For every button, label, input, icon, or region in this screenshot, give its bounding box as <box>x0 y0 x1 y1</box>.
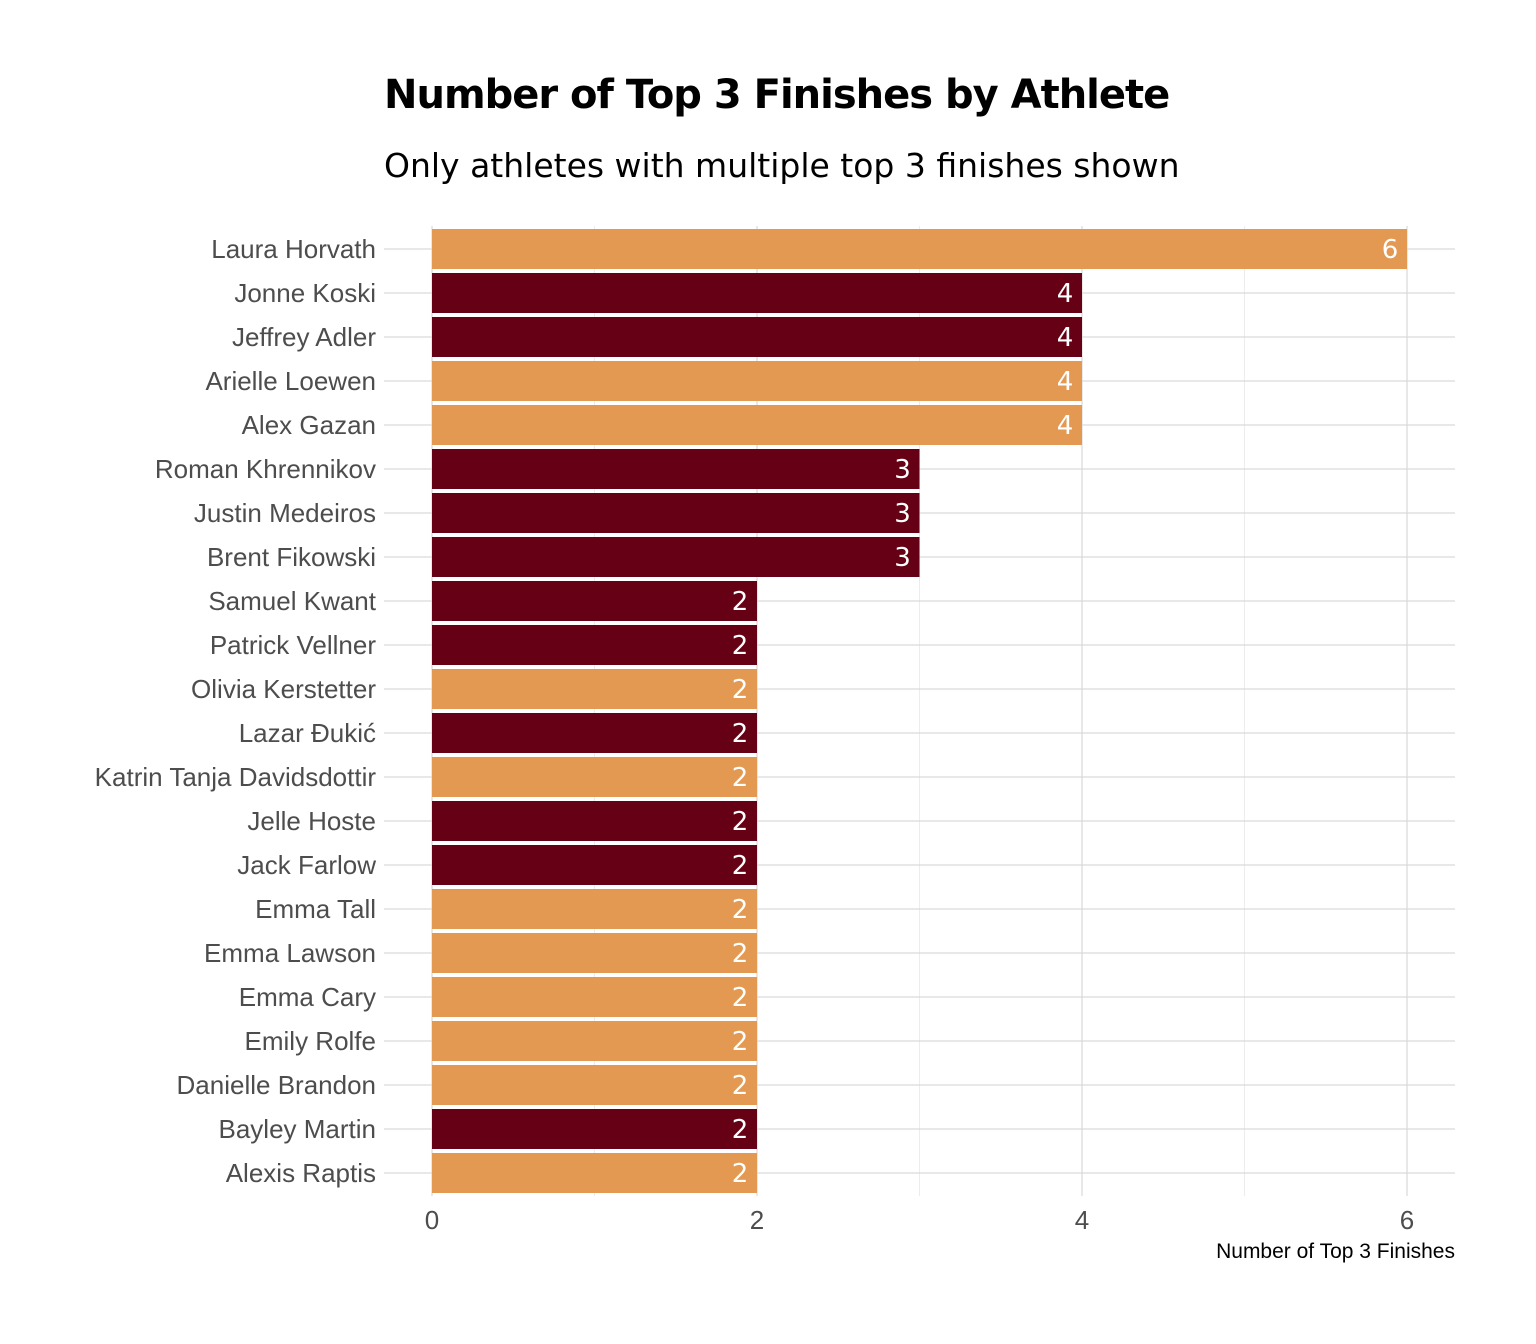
bar <box>432 977 757 1017</box>
bar <box>432 317 1082 357</box>
value-label: 2 <box>732 807 749 837</box>
value-label: 3 <box>894 499 911 529</box>
value-label: 2 <box>732 1027 749 1057</box>
value-label: 2 <box>732 983 749 1013</box>
category-label: Jack Farlow <box>237 850 376 880</box>
bar <box>432 493 920 533</box>
value-label: 2 <box>732 1115 749 1145</box>
bar <box>432 537 920 577</box>
bar <box>432 405 1082 445</box>
value-label: 3 <box>894 455 911 485</box>
x-tick-label: 0 <box>425 1205 439 1235</box>
value-label: 2 <box>732 851 749 881</box>
bar <box>432 669 757 709</box>
bar <box>432 933 757 973</box>
bar <box>432 889 757 929</box>
value-label: 6 <box>1382 235 1399 265</box>
bar <box>432 1153 757 1193</box>
bar <box>432 1109 757 1149</box>
bar <box>432 229 1407 269</box>
label-layer: Laura Horvath 6 Jonne Koski 4 Jeffrey Adler 4… <box>95 234 1415 1235</box>
category-label: Emma Tall <box>255 894 376 924</box>
value-label: 2 <box>732 939 749 969</box>
category-label: Roman Khrennikov <box>155 454 376 484</box>
value-label: 2 <box>732 1071 749 1101</box>
category-label: Emma Lawson <box>204 938 376 968</box>
bar <box>432 361 1082 401</box>
category-label: Emily Rolfe <box>245 1026 376 1056</box>
value-label: 4 <box>1057 279 1074 309</box>
category-label: Patrick Vellner <box>210 630 377 660</box>
category-label: Brent Fikowski <box>207 542 376 572</box>
bar <box>432 1065 757 1105</box>
x-axis-title: Number of Top 3 Finishes <box>1216 1240 1455 1263</box>
x-tick-label: 6 <box>1400 1205 1414 1235</box>
category-label: Justin Medeiros <box>194 498 376 528</box>
chart-title: Number of Top 3 Finishes by Athlete <box>384 72 1170 118</box>
category-label: Alex Gazan <box>242 410 376 440</box>
value-label: 2 <box>732 631 749 661</box>
bar <box>432 273 1082 313</box>
category-label: Jonne Koski <box>234 278 376 308</box>
value-label: 3 <box>894 543 911 573</box>
category-label: Arielle Loewen <box>205 366 376 396</box>
value-label: 4 <box>1057 367 1074 397</box>
bar <box>432 1021 757 1061</box>
chart-subtitle: Only athletes with multiple top 3 finish… <box>384 146 1180 185</box>
value-label: 2 <box>732 763 749 793</box>
category-label: Samuel Kwant <box>208 586 376 616</box>
x-tick-label: 4 <box>1075 1205 1089 1235</box>
bar <box>432 757 757 797</box>
category-label: Jeffrey Adler <box>232 322 376 352</box>
value-label: 2 <box>732 719 749 749</box>
category-label: Emma Cary <box>239 982 376 1012</box>
bar <box>432 581 757 621</box>
bar <box>432 845 757 885</box>
category-label: Danielle Brandon <box>177 1070 376 1100</box>
bar-layer <box>432 229 1407 1193</box>
category-label: Bayley Martin <box>219 1114 377 1144</box>
x-tick-label: 2 <box>750 1205 764 1235</box>
value-label: 2 <box>732 895 749 925</box>
value-label: 4 <box>1057 323 1074 353</box>
category-label: Alexis Raptis <box>226 1158 376 1188</box>
value-label: 4 <box>1057 411 1074 441</box>
category-label: Olivia Kerstetter <box>191 674 376 704</box>
bar <box>432 625 757 665</box>
value-label: 2 <box>732 587 749 617</box>
category-label: Katrin Tanja Davidsdottir <box>95 762 377 792</box>
value-label: 2 <box>732 675 749 705</box>
category-label: Laura Horvath <box>211 234 376 264</box>
value-label: 2 <box>732 1159 749 1189</box>
bar <box>432 801 757 841</box>
category-label: Lazar Đukić <box>239 718 376 748</box>
bar <box>432 449 920 489</box>
category-label: Jelle Hoste <box>247 806 376 836</box>
bar <box>432 713 757 753</box>
